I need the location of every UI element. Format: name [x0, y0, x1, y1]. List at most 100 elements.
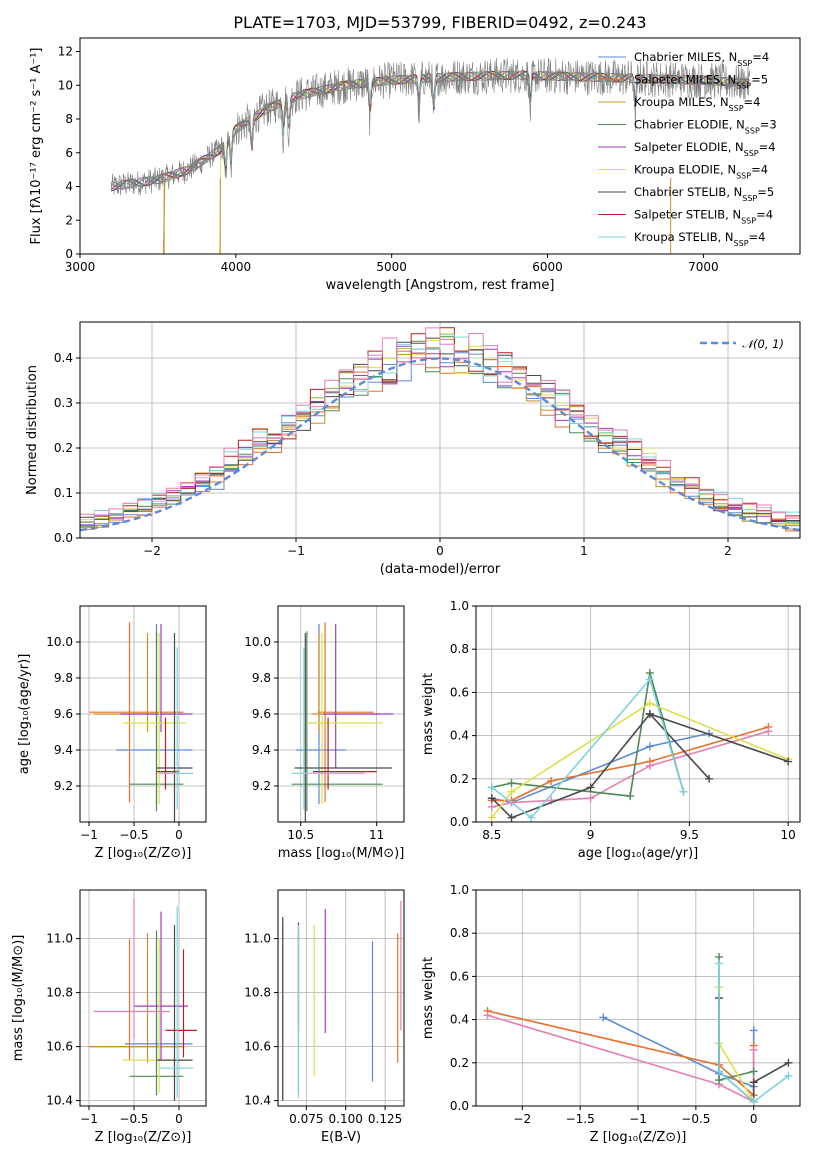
- y-tick-label: 11.0: [46, 932, 73, 946]
- y-tick-label: 0.2: [450, 772, 469, 786]
- weight-line-2: [491, 730, 769, 808]
- x-tick-label: 6000: [532, 260, 563, 274]
- panel-spectrum: 3000 4000 5000 6000 7000 0 2 4 6 8 10 12 wavelength …: [29, 37, 801, 293]
- weight-marker: [487, 802, 496, 811]
- x-axis-label: Z [log₁₀(Z/Z⊙)]: [95, 846, 192, 861]
- y-tick-label: 10.0: [244, 635, 271, 649]
- y-axis-label: Normed distribution: [25, 365, 40, 495]
- weight-marker: [547, 776, 556, 785]
- weight-marker: [705, 774, 714, 783]
- weight-marker: [586, 794, 595, 803]
- y-tick-label: 0.8: [450, 926, 469, 940]
- y-tick-label: 0.6: [450, 969, 469, 983]
- x-tick-label: 0: [750, 1112, 758, 1126]
- plot-area: [282, 900, 402, 1101]
- panel-age_vs_Z: −1 −0.5 0 9.2 9.4 9.6 9.8 10.0 Z [log₁₀(Z/Z⊙)] ag…: [17, 605, 207, 861]
- x-tick-label: 11: [369, 828, 384, 842]
- weight-line-3: [718, 957, 754, 1082]
- normal-curve: [80, 357, 800, 532]
- spectrum-legend: Chabrier MILES, NSSP=4 Salpeter MILES, NS…: [598, 50, 777, 248]
- weight-marker: [784, 1071, 793, 1080]
- axes-frame: [79, 889, 207, 1107]
- weight-marker: [749, 1097, 758, 1106]
- x-tick-label: −1: [287, 544, 305, 558]
- x-tick-label: 9: [587, 828, 595, 842]
- y-tick-label: 10.4: [244, 1094, 271, 1108]
- y-tick-label: 0.4: [54, 351, 73, 365]
- legend-entry: Chabrier STELIB, NSSP=5: [634, 185, 774, 203]
- y-tick-label: 0.6: [450, 685, 469, 699]
- y-tick-label: 0.8: [450, 642, 469, 656]
- legend-entry: Kroupa STELIB, NSSP=4: [634, 230, 765, 248]
- x-tick-label: 7000: [688, 260, 719, 274]
- y-tick-label: 1.0: [450, 599, 469, 613]
- weight-marker: [645, 699, 654, 708]
- weight-marker: [507, 813, 516, 822]
- y-tick-label: 0.3: [54, 396, 73, 410]
- y-axis-label: mass weight: [421, 957, 436, 1039]
- weight-marker: [715, 959, 723, 968]
- panel-weight_vs_age: 8.5 9 9.5 10 0.0 0.2 0.4 0.6 0.8 1.0 age [log₁₀(ag…: [421, 599, 801, 861]
- plot-area: [487, 668, 793, 822]
- y-tick-label: 0.0: [450, 1099, 469, 1113]
- y-tick-label: 4: [65, 180, 73, 194]
- panel-residuals: −2 −1 0 1 2 0.0 0.1 0.2 0.3 0.4 (data-model)/error…: [25, 321, 801, 577]
- y-tick-label: 10.8: [244, 986, 271, 1000]
- weight-marker: [645, 761, 654, 770]
- panel-mass_vs_ebv: 0.075 0.100 0.125 10.4 10.6 10.8 11.0 E(B-V): [244, 889, 405, 1145]
- weight-marker: [487, 794, 496, 803]
- x-tick-label: −0.5: [119, 828, 148, 842]
- x-tick-label: 0: [175, 828, 183, 842]
- y-tick-label: 0.4: [450, 729, 469, 743]
- weight-marker: [645, 742, 654, 751]
- weight-marker: [784, 1058, 793, 1067]
- y-tick-label: 9.4: [252, 743, 271, 757]
- x-tick-label: 10: [781, 828, 796, 842]
- y-axis-label: mass [log₁₀(M/M⊙)]: [11, 935, 26, 1062]
- x-tick-label: 4000: [221, 260, 252, 274]
- y-axis-label: Flux [fλ10⁻¹⁷ erg cm⁻² s⁻¹ A⁻¹]: [29, 48, 44, 245]
- legend-entry: 𝒩(0, 1): [742, 337, 784, 351]
- y-tick-label: 10.6: [46, 1040, 73, 1054]
- weight-marker: [527, 813, 536, 822]
- panel-mass_vs_Z: −1 −0.5 0 10.4 10.6 10.8 11.0 Z [log₁₀(Z/Z⊙)] ma…: [11, 889, 207, 1145]
- axes-frame: [475, 605, 801, 823]
- plot-area: [483, 952, 793, 1106]
- legend-entry: Salpeter ELODIE, NSSP=4: [634, 140, 776, 158]
- weight-line-5: [491, 702, 789, 819]
- weight-marker: [715, 1067, 723, 1076]
- y-tick-label: 1.0: [450, 883, 469, 897]
- x-tick-label: −2: [143, 544, 161, 558]
- weight-marker: [784, 757, 793, 766]
- weight-marker: [586, 783, 595, 792]
- weight-marker: [679, 787, 688, 796]
- x-axis-label: Z [log₁₀(Z/Z⊙)]: [590, 1130, 687, 1145]
- y-tick-label: 10.0: [46, 635, 73, 649]
- weight-marker: [645, 710, 654, 718]
- weight-line-7: [649, 713, 789, 763]
- figure-title: PLATE=1703, MJD=53799, FIBERID=0492, z=0…: [233, 13, 646, 32]
- panel-weight_vs_Z: −2 −1.5 −1 −0.5 0 0.0 0.2 0.4 0.6 0.8 1.0 Z [log₁₀(…: [421, 883, 801, 1145]
- weight-line-2: [487, 1014, 755, 1103]
- weight-marker: [507, 779, 516, 788]
- x-tick-label: 9.5: [680, 828, 699, 842]
- y-tick-label: 0.0: [450, 815, 469, 829]
- x-tick-label: 0: [175, 1112, 183, 1126]
- plot-area: [110, 57, 751, 254]
- x-tick-label: 3000: [65, 260, 96, 274]
- residual-legend: 𝒩(0, 1): [700, 337, 784, 351]
- weight-marker: [749, 1045, 758, 1054]
- weight-line-6: [491, 677, 685, 819]
- y-tick-label: 9.6: [252, 707, 271, 721]
- y-tick-label: 0.0: [54, 531, 73, 545]
- weight-marker: [487, 783, 496, 792]
- legend-entry: Chabrier MILES, NSSP=4: [634, 50, 769, 68]
- y-tick-label: 10.8: [46, 986, 73, 1000]
- y-tick-label: 9.8: [54, 671, 73, 685]
- weight-marker: [764, 727, 773, 736]
- x-axis-label: Z [log₁₀(Z/Z⊙)]: [95, 1130, 192, 1145]
- panel-age_vs_mass: 10.5 11 9.2 9.4 9.6 9.8 10.0 mass [log₁₀(M/M⊙)]: [244, 605, 405, 861]
- axes-frame: [277, 889, 405, 1107]
- x-tick-label: −1: [629, 1112, 647, 1126]
